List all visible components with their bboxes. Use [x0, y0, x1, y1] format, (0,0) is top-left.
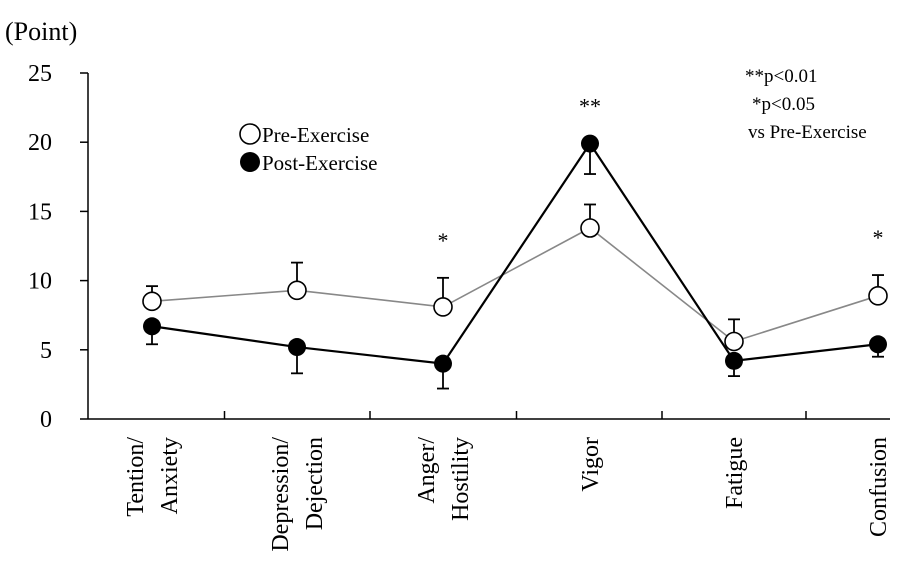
significance-mark: * [873, 225, 884, 250]
note-line-1: **p<0.01 [745, 66, 817, 87]
y-tick-label: 0 [40, 407, 52, 433]
data-point [288, 338, 306, 357]
y-tick-label: 25 [28, 61, 52, 87]
axes [80, 72, 890, 420]
y-tick-label: 10 [28, 269, 52, 295]
data-point [433, 297, 453, 317]
series-pre-exercise [142, 203, 888, 352]
significance-note: **p<0.01 *p<0.05 vs Pre-Exercise [745, 66, 867, 143]
y-tick-label: 15 [28, 199, 52, 225]
data-point [287, 280, 307, 301]
x-category-label: Confusion [866, 437, 892, 537]
y-tick-label: 20 [28, 130, 52, 156]
x-category-line: Anger/ [414, 437, 440, 504]
x-category-label: Fatigue [722, 437, 748, 509]
x-category-line: Fatigue [722, 437, 748, 509]
data-point [142, 291, 162, 312]
y-axis-label: (Point) [5, 17, 77, 46]
note-line-2: *p<0.05 [752, 94, 815, 115]
x-category-line: Confusion [866, 437, 892, 537]
data-point [868, 286, 888, 306]
data-point [725, 351, 743, 370]
data-point [143, 317, 161, 336]
legend-marker-pre [239, 123, 261, 145]
x-category-line: Depression/ [268, 437, 294, 552]
x-category-label: Anger/Hostility [414, 437, 474, 521]
x-category-line: Dejection [302, 437, 328, 530]
x-category-label: Tention/Anxiety [123, 437, 183, 517]
x-category-line: Anxiety [157, 437, 183, 514]
note-line-3: vs Pre-Exercise [748, 122, 867, 143]
legend: Pre-Exercise Post-Exercise [239, 123, 377, 175]
y-tick-label: 5 [40, 338, 52, 364]
x-category-line: Vigor [578, 437, 604, 492]
data-point [724, 331, 744, 352]
series-post-exercise [143, 134, 887, 390]
x-category-label: Depression/Dejection [268, 437, 328, 552]
data-point [581, 134, 599, 153]
significance-mark: ** [579, 94, 601, 119]
x-category-line: Tention/ [123, 437, 149, 517]
legend-label-post: Post-Exercise [262, 151, 377, 175]
y-tick-labels: 0 5 10 15 20 25 [28, 61, 52, 433]
x-tick-labels: Tention/Anxiety Depression/Dejection Anger… [123, 437, 892, 552]
data-point [869, 335, 887, 354]
data-point [580, 218, 600, 238]
legend-marker-post [240, 152, 260, 172]
data-point [434, 354, 452, 373]
x-category-line: Hostility [448, 437, 474, 521]
series-line [151, 227, 879, 343]
series-line [151, 141, 879, 365]
significance-marks: **** [438, 94, 884, 253]
legend-label-pre: Pre-Exercise [262, 123, 369, 147]
significance-mark: * [438, 228, 449, 253]
x-category-label: Vigor [578, 437, 604, 492]
